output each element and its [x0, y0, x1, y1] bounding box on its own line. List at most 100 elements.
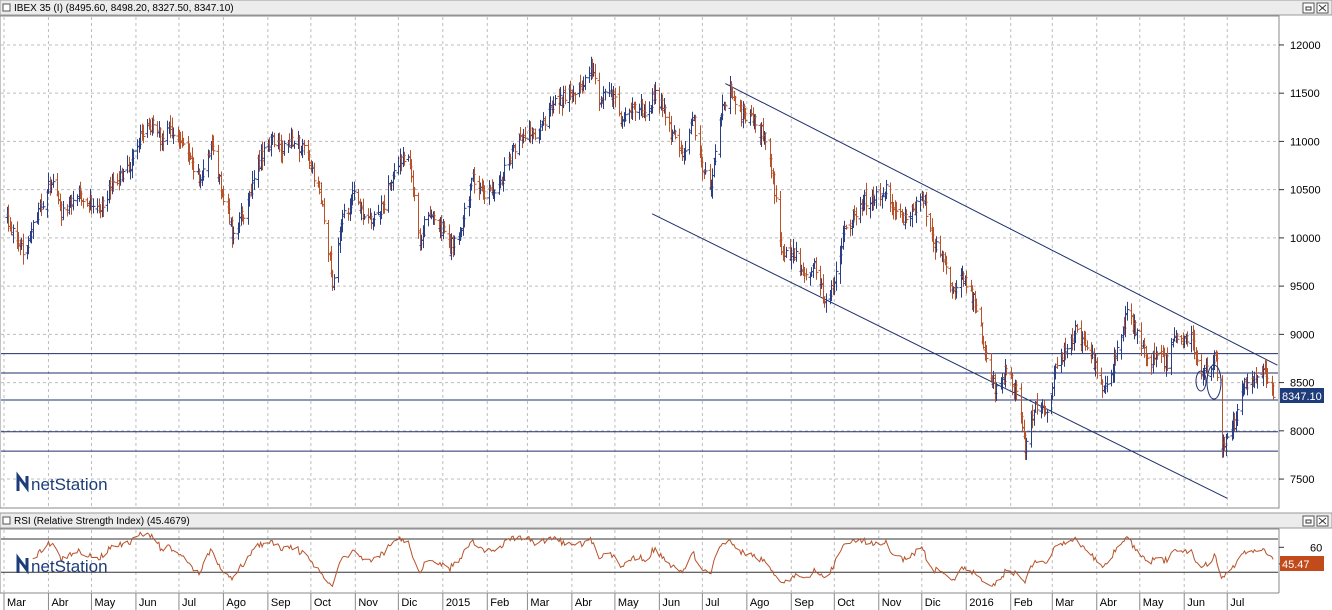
ohlc-bar — [231, 226, 236, 245]
ohlc-bar — [262, 141, 267, 166]
x-tick-label: 2016 — [969, 597, 993, 609]
y-tick-label: 7500 — [1290, 474, 1314, 486]
ohlc-bar — [412, 186, 417, 202]
ohlc-bar — [282, 140, 287, 156]
ohlc-bar — [1271, 382, 1276, 400]
ohlc-bar — [1195, 350, 1200, 367]
annotation-ellipse — [1195, 370, 1207, 392]
x-tick-label: Nov — [882, 597, 902, 609]
y-tick-label: 60 — [1310, 542, 1322, 554]
ohlc-bar — [844, 224, 849, 230]
ohlc-bar — [61, 200, 66, 220]
ohlc-bar — [703, 162, 708, 175]
ohlc-bar — [513, 143, 518, 159]
x-tick-label: May — [1143, 597, 1164, 609]
ohlc-bar — [854, 207, 859, 226]
ohlc-bar — [31, 220, 36, 240]
ohlc-bar — [979, 306, 984, 326]
x-tick-label: Abr — [51, 597, 68, 609]
last-rsi-marker: 45.47 — [1280, 556, 1324, 571]
ohlc-bar — [623, 107, 628, 122]
ohlc-bar — [533, 128, 538, 141]
ohlc-bar — [292, 140, 297, 149]
x-tick-label: Dic — [925, 597, 941, 609]
ohlc-bar — [743, 107, 748, 124]
ohlc-bar — [492, 189, 497, 202]
annotation-ellipse — [1206, 364, 1222, 400]
logo-text: netStation — [31, 475, 108, 494]
ohlc-bar — [332, 274, 337, 291]
ohlc-bar — [713, 144, 718, 166]
ohlc-bar — [523, 126, 528, 142]
x-tick-label: Mar — [1055, 597, 1074, 609]
ohlc-bar — [59, 201, 64, 226]
ohlc-bar — [211, 135, 216, 156]
ohlc-bar — [402, 151, 407, 166]
ohlc-bar — [880, 194, 885, 209]
rsi-pane: 4060 45.47 netStation — [0, 528, 1324, 594]
y-tick-label: 11500 — [1290, 88, 1320, 100]
ohlc-bar — [693, 114, 698, 141]
restore-icon[interactable] — [1302, 2, 1315, 14]
last-price-box — [1280, 388, 1324, 403]
x-tick-label: Jul — [705, 597, 719, 609]
ohlc-bar — [543, 116, 548, 131]
ohlc-bar — [252, 170, 257, 190]
pane-icon — [2, 3, 11, 12]
ohlc-bar — [302, 139, 307, 155]
x-tick-label: Jul — [182, 597, 196, 609]
ohlc-bar — [151, 115, 156, 134]
ohlc-bar — [1175, 332, 1180, 344]
x-tick-label: Nov — [358, 597, 378, 609]
pane-icon — [2, 516, 11, 525]
price-pane: 7500 8000 8500 9000 9500 10000 10500 11000 11500… — [0, 15, 1324, 509]
ohlc-bar — [673, 129, 678, 140]
ohlc-bar — [643, 100, 648, 122]
ohlc-bar — [1135, 328, 1140, 345]
ohlc-bar — [894, 201, 899, 220]
ohlc-bar — [342, 203, 347, 219]
price-pane-header: IBEX 35 (I) (8495.60, 8498.20, 8327.50, … — [0, 0, 1332, 16]
ohlc-bar — [1255, 374, 1260, 389]
trend-channel-lines — [651, 83, 1278, 499]
y-tick-label: 9500 — [1290, 281, 1314, 293]
ohlc-bar — [964, 270, 969, 294]
ohlc-bar — [422, 216, 427, 238]
ohlc-bar — [884, 179, 889, 200]
x-tick-label: Sep — [271, 597, 291, 609]
x-tick-label: Oct — [314, 597, 331, 609]
ohlc-bar — [603, 88, 608, 101]
ohlc-bar — [432, 210, 437, 225]
ohlc-bar — [121, 168, 126, 183]
logo-mark-icon — [16, 471, 29, 493]
ohlc-bar — [653, 81, 658, 105]
y-tick-label: 10500 — [1290, 185, 1321, 197]
x-tick-label: Sep — [794, 597, 814, 609]
ohlc-bar — [1139, 322, 1144, 357]
ohlc-bar — [322, 198, 327, 225]
x-tick-label: Dic — [401, 597, 417, 609]
x-tick-label: Ago — [226, 597, 246, 609]
ohlc-bar — [633, 101, 638, 121]
restore-icon[interactable] — [1302, 515, 1315, 527]
rsi-level-lines — [1, 538, 1278, 573]
ohlc-bar — [51, 173, 56, 188]
close-icon[interactable] — [1316, 515, 1329, 527]
ohlc-bar — [452, 235, 457, 256]
ohlc-bar — [1245, 373, 1250, 396]
ohlc-bar — [1085, 340, 1090, 351]
ohlc-bar — [1105, 375, 1110, 393]
close-icon[interactable] — [1316, 2, 1329, 14]
ohlc-bar — [362, 213, 367, 220]
ohlc-bar — [101, 196, 106, 217]
ohlc-bar — [272, 132, 277, 148]
ohlc-bar — [1004, 364, 1009, 376]
ohlc-bar — [1095, 357, 1100, 379]
ohlc-bar — [874, 186, 879, 209]
ohlc-bar — [201, 159, 206, 181]
ohlc-bar — [1035, 392, 1040, 415]
price-pane-title: IBEX 35 (I) (8495.60, 8498.20, 8327.50, … — [14, 3, 234, 14]
last-price-label: 8347.10 — [1282, 391, 1322, 403]
ohlc-bar — [580, 80, 585, 94]
